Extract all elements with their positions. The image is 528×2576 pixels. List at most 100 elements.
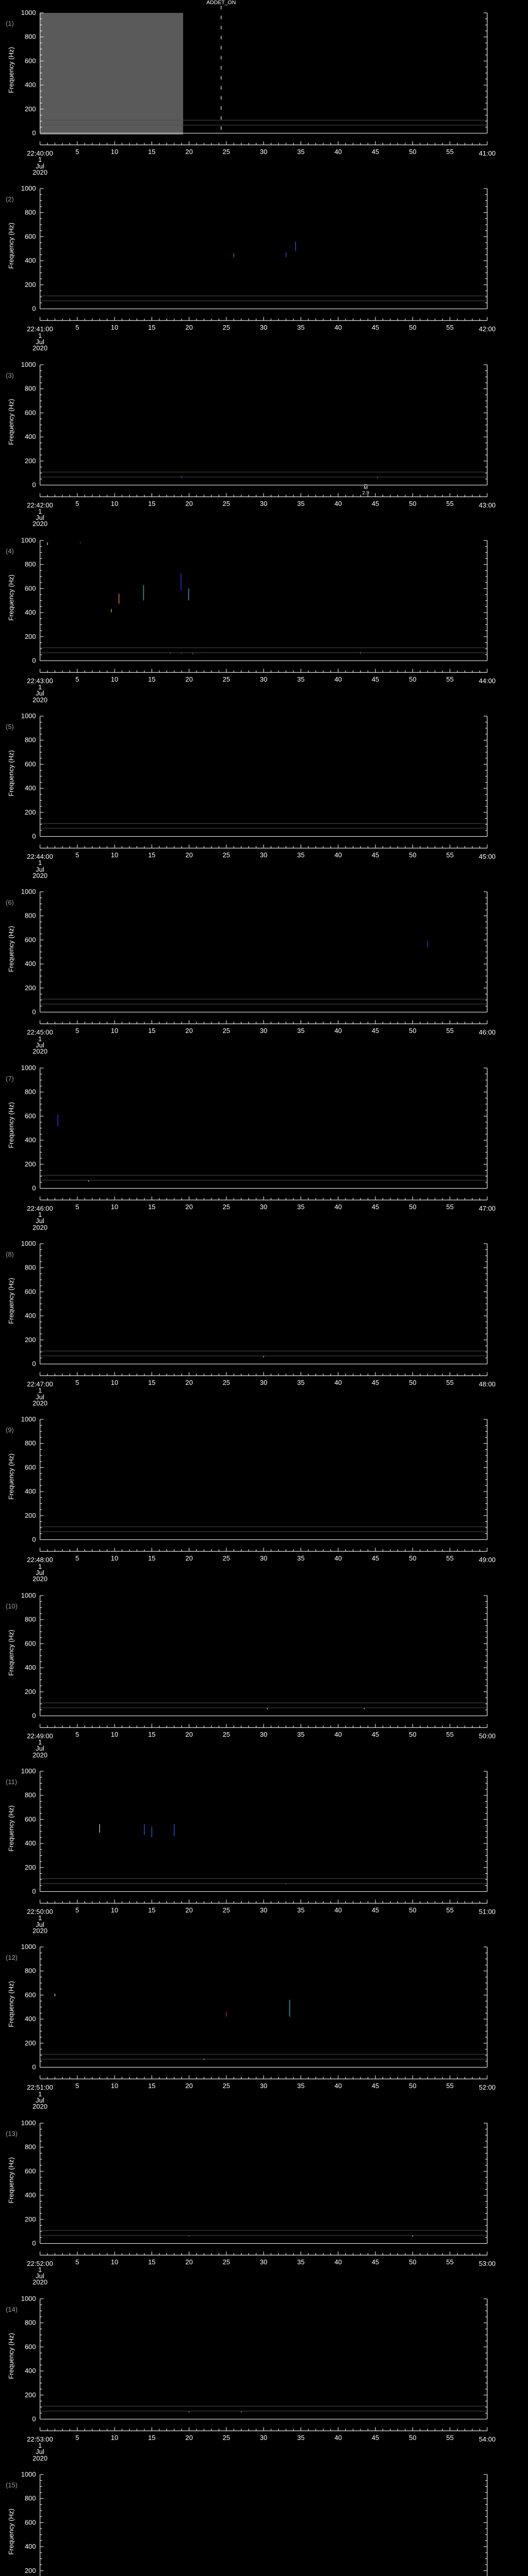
svg-text:45: 45: [372, 500, 379, 507]
svg-text:800: 800: [25, 1439, 36, 1447]
svg-text:25: 25: [223, 2082, 230, 2090]
svg-text:50: 50: [409, 1203, 416, 1211]
svg-text:55: 55: [446, 1906, 453, 1914]
svg-text:35: 35: [297, 500, 304, 507]
svg-text:30: 30: [260, 851, 267, 859]
svg-text:5: 5: [75, 1731, 79, 1738]
svg-text:55: 55: [446, 1731, 453, 1738]
svg-text:55: 55: [446, 675, 453, 683]
svg-text:50: 50: [409, 2434, 416, 2442]
svg-text:600: 600: [25, 57, 36, 64]
svg-text:1000: 1000: [21, 1240, 36, 1247]
svg-text:50: 50: [409, 2082, 416, 2090]
svg-text:0: 0: [32, 1536, 36, 1544]
svg-text:800: 800: [25, 2495, 36, 2502]
svg-text:10: 10: [111, 2082, 118, 2090]
svg-text:600: 600: [25, 936, 36, 944]
svg-text:30: 30: [260, 500, 267, 507]
svg-text:400: 400: [25, 1487, 36, 1495]
svg-text:55: 55: [446, 851, 453, 859]
svg-text:25: 25: [223, 1379, 230, 1386]
svg-text:15: 15: [148, 1379, 155, 1386]
svg-text:600: 600: [25, 2519, 36, 2527]
svg-text:0: 0: [32, 833, 36, 840]
svg-text:5: 5: [75, 500, 79, 507]
svg-text:0: 0: [32, 1887, 36, 1895]
svg-text:200: 200: [25, 1863, 36, 1871]
svg-text:35: 35: [297, 1554, 304, 1562]
svg-text:50: 50: [409, 851, 416, 859]
svg-text:15: 15: [148, 1027, 155, 1035]
svg-text:20: 20: [185, 500, 192, 507]
svg-text:1000: 1000: [21, 184, 36, 192]
svg-text:25: 25: [223, 324, 230, 331]
svg-text:55: 55: [446, 2434, 453, 2442]
svg-text:20: 20: [185, 1379, 192, 1386]
svg-text:45: 45: [372, 324, 379, 331]
svg-text:15: 15: [148, 2082, 155, 2090]
svg-text:800: 800: [25, 1967, 36, 1975]
svg-text:200: 200: [25, 1512, 36, 1519]
svg-text:15: 15: [148, 1554, 155, 1562]
svg-text:600: 600: [25, 1639, 36, 1647]
svg-text:200: 200: [25, 2567, 36, 2574]
svg-text:45: 45: [372, 1906, 379, 1914]
svg-text:10: 10: [111, 1203, 118, 1211]
svg-text:5: 5: [75, 2258, 79, 2266]
svg-text:0: 0: [32, 2415, 36, 2422]
svg-text:0: 0: [32, 2063, 36, 2071]
svg-text:35: 35: [297, 1906, 304, 1914]
svg-text:35: 35: [297, 1379, 304, 1386]
svg-text:400: 400: [25, 2367, 36, 2375]
svg-text:15: 15: [148, 675, 155, 683]
svg-text:5: 5: [75, 2434, 79, 2442]
svg-text:600: 600: [25, 409, 36, 416]
svg-text:400: 400: [25, 2015, 36, 2023]
svg-text:0: 0: [32, 1360, 36, 1368]
svg-text:25: 25: [223, 1203, 230, 1211]
svg-text:25: 25: [223, 1554, 230, 1562]
svg-text:15: 15: [148, 1203, 155, 1211]
svg-text:400: 400: [25, 608, 36, 616]
svg-text:30: 30: [260, 1379, 267, 1386]
svg-text:10: 10: [111, 1906, 118, 1914]
svg-text:20: 20: [185, 2434, 192, 2442]
svg-text:20: 20: [185, 1731, 192, 1738]
svg-text:1000: 1000: [21, 9, 36, 16]
svg-text:800: 800: [25, 209, 36, 216]
svg-text:1000: 1000: [21, 1591, 36, 1599]
svg-text:800: 800: [25, 1791, 36, 1799]
svg-text:40: 40: [335, 1379, 342, 1386]
svg-text:40: 40: [335, 148, 342, 156]
svg-text:20: 20: [185, 851, 192, 859]
svg-text:0: 0: [32, 129, 36, 137]
svg-text:25: 25: [223, 675, 230, 683]
svg-text:35: 35: [297, 148, 304, 156]
svg-text:400: 400: [25, 1839, 36, 1847]
svg-text:ADDET_ON: ADDET_ON: [206, 0, 236, 6]
svg-text:1000: 1000: [21, 2295, 36, 2302]
svg-text:1000: 1000: [21, 1767, 36, 1775]
svg-text:40: 40: [335, 675, 342, 683]
svg-text:30: 30: [260, 148, 267, 156]
svg-text:50: 50: [409, 1731, 416, 1738]
svg-text:1000: 1000: [21, 1064, 36, 1072]
svg-text:50: 50: [409, 1906, 416, 1914]
svg-text:55: 55: [446, 1554, 453, 1562]
svg-text:600: 600: [25, 1991, 36, 1999]
svg-text:400: 400: [25, 433, 36, 440]
svg-text:600: 600: [25, 1815, 36, 1823]
svg-text:50: 50: [409, 675, 416, 683]
svg-text:15: 15: [148, 1906, 155, 1914]
svg-text:15: 15: [148, 324, 155, 331]
svg-text:800: 800: [25, 1615, 36, 1623]
svg-text:10: 10: [111, 1554, 118, 1562]
svg-text:40: 40: [335, 851, 342, 859]
svg-text:20: 20: [185, 675, 192, 683]
svg-text:400: 400: [25, 1664, 36, 1671]
svg-text:20: 20: [185, 324, 192, 331]
svg-text:25: 25: [223, 1906, 230, 1914]
svg-text:800: 800: [25, 561, 36, 568]
svg-text:5: 5: [75, 148, 79, 156]
svg-text:35: 35: [297, 675, 304, 683]
